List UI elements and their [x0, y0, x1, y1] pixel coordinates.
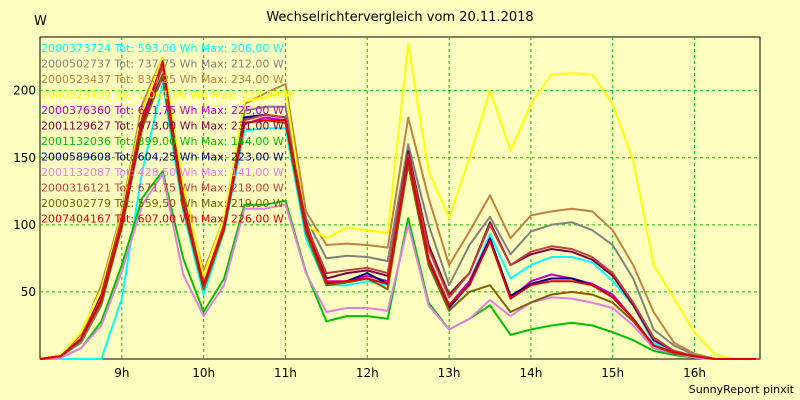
x-tick-label: 14h [519, 366, 542, 380]
y-tick-label: 200 [13, 84, 36, 98]
legend-entry: 2007404167 Tot: 607,00 Wh Max: 226,00 W [41, 213, 284, 226]
series-line [39, 42, 756, 360]
x-tick-label: 12h [356, 366, 379, 380]
legend-entry: 2000589608 Tot: 604,25 Wh Max: 223,00 W [41, 151, 284, 164]
y-tick-label: 150 [13, 151, 36, 165]
series-line [39, 172, 756, 360]
legend-entry: 2000523437 Tot: 830,25 Wh Max: 234,00 W [41, 73, 284, 86]
legend-entry: 2000373724 Tot: 593,00 Wh Max: 206,00 W [41, 42, 284, 55]
legend-entry: 2001132036 Tot: 399,00 Wh Max: 144,00 W [41, 135, 284, 148]
footer-credit: SunnyReport pinxit [688, 383, 794, 396]
legend-entry: 2001132087 Tot: 428,50 Wh Max: 141,00 W [41, 166, 284, 179]
chart-title: Wechselrichtervergleich vom 20.11.2018 [266, 10, 534, 25]
x-tick-label: 16h [683, 366, 706, 380]
y-tick-label: 100 [13, 218, 36, 232]
x-tick-label: 10h [192, 366, 215, 380]
x-tick-label: 15h [601, 366, 624, 380]
x-tick-label: 9h [114, 366, 129, 380]
x-tick-label: 11h [274, 366, 297, 380]
plot-frame [39, 36, 761, 360]
legend-entry: 2000316121 Tot: 671,75 Wh Max: 218,00 W [41, 182, 284, 195]
y-tick-label: 50 [21, 285, 36, 299]
legend-entry: 2000302779 Tot: 559,50 Wh Max: 219,00 W [41, 197, 284, 210]
legend-entry: 2000376360 Tot: 611,75 Wh Max: 225,00 W [41, 104, 284, 117]
legend-entry: 2001129627 Tot: 673,00 Wh Max: 231,00 W [41, 120, 284, 133]
legend-entry: 2000523439 Tot: 1.061,00 Wh Max: 233,00 … [41, 89, 294, 102]
x-tick-label: 13h [438, 366, 461, 380]
series-line [39, 65, 756, 360]
legend-entry: 2000502737 Tot: 737,75 Wh Max: 212,00 W [41, 58, 284, 71]
series-line [39, 60, 756, 360]
y-axis-unit: W [34, 14, 47, 29]
